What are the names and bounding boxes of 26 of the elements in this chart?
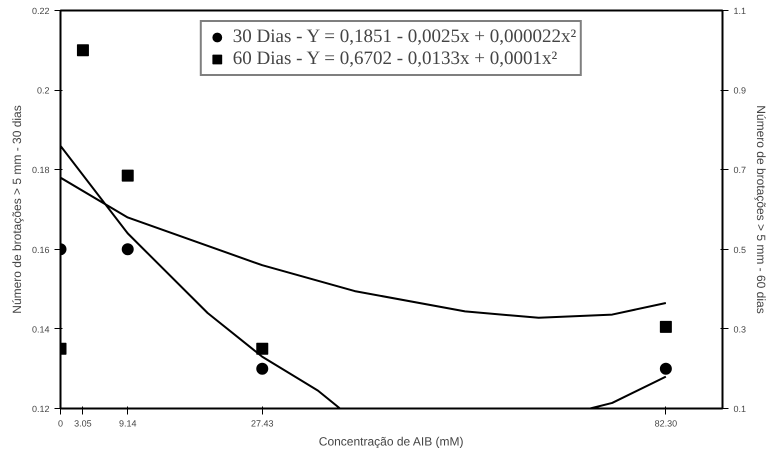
y-axis-title: Número de brotações > 5 mm - 30 dias	[10, 105, 24, 314]
y2-tick-label: 0.5	[734, 244, 746, 255]
y-tick-label: 0.12	[32, 404, 50, 414]
y2-tick-label: 1.1	[734, 6, 746, 16]
y-tick-label: 0.22	[32, 6, 50, 16]
y-tick-label: 0.2	[36, 86, 50, 96]
y2-axis-title: Número de brotações > 5 mm - 60 dias	[754, 105, 768, 314]
x-tick-label: 27.43	[251, 418, 274, 428]
point	[256, 342, 268, 355]
x-tick-label: 9.14	[118, 418, 137, 428]
y-tick-label: 0.18	[32, 165, 50, 176]
point	[660, 320, 672, 333]
y2-tick-label: 0.7	[734, 165, 746, 176]
x-tick-label: 3.05	[74, 418, 92, 428]
y-tick-label: 0.14	[32, 324, 50, 334]
x-tick-label: 82.30	[654, 418, 678, 428]
y2-tick-label: 0.9	[734, 86, 746, 96]
x-axis-title: Concentração de AIB (mM)	[318, 434, 464, 448]
x-tick-label: 0	[58, 418, 64, 428]
point	[122, 170, 134, 182]
legend-label: 30 Dias - Y = 0,1851 - 0,0025x + 0,000022x²	[232, 26, 576, 48]
y2-tick-label: 0.1	[734, 404, 746, 414]
y2-tick-label: 0.3	[734, 324, 746, 334]
legend-label: 60 Dias - Y = 0,6702 - 0,0133x + 0,0001x²	[232, 48, 558, 70]
y-tick-label: 0.16	[32, 244, 50, 255]
point	[76, 44, 89, 56]
